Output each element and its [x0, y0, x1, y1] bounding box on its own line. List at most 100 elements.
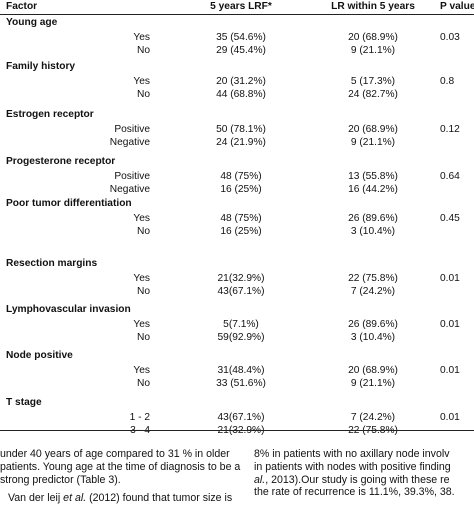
row-label: Yes: [133, 365, 150, 376]
group-name: T stage: [6, 397, 42, 408]
group-name: Resection margins: [6, 258, 98, 269]
p-value-cell: 0.01: [440, 365, 460, 376]
text-line: 8% in patients with no axillary node inv…: [254, 448, 450, 460]
bottom-rule: [0, 430, 474, 431]
row-label: Yes: [133, 32, 150, 43]
row-label: 3– 4: [130, 425, 150, 436]
lr-cell: 20 (68.9%): [348, 32, 398, 43]
row-label: Yes: [133, 76, 150, 87]
table-row: Negative 16 (25%) 16 (44.2%): [0, 183, 474, 197]
lr-cell: 20 (68.9%): [348, 124, 398, 135]
row-label: Negative: [109, 184, 150, 195]
text-line: patients. Young age at the time of diagn…: [0, 460, 241, 473]
lrf-cell: 21(32.9%): [217, 425, 265, 436]
p-value-cell: 0.12: [440, 124, 460, 135]
text-run: (2012) found that tumor size is: [86, 492, 233, 505]
table-group-row: T stage: [0, 396, 474, 410]
lrf-cell: 29 (45.4%): [216, 45, 266, 56]
body-text-right: 8% in patients with no axillary node inv…: [254, 448, 455, 499]
table-group-row: Progesterone receptor: [0, 155, 474, 169]
lr-cell: 7 (24.2%): [350, 286, 396, 297]
p-value-cell: 0.01: [440, 273, 460, 284]
p-value-cell: 0.45: [440, 213, 460, 224]
table-row: Yes 20 (31.2%) 5 (17.3%) 0.8: [0, 75, 474, 89]
lr-cell: 16 (44.2%): [348, 184, 398, 195]
row-label: Yes: [133, 213, 150, 224]
text-line: under 40 years of age compared to 31 % i…: [0, 448, 230, 460]
header-rule: [0, 14, 474, 15]
row-label: 1 - 2: [129, 412, 150, 423]
lrf-cell: 16 (25%): [220, 184, 262, 195]
text-run-italic: et al.: [63, 492, 87, 505]
group-name: Poor tumor differentiation: [6, 198, 132, 209]
header-p-value: P value: [440, 1, 474, 12]
table-row: No 43(67.1%) 7 (24.2%): [0, 285, 474, 299]
lr-cell: 9 (21.1%): [350, 137, 396, 148]
lr-cell: 3 (10.4%): [350, 332, 396, 343]
header-factor: Factor: [6, 1, 38, 12]
lr-cell: 13 (55.8%): [348, 171, 398, 182]
lrf-cell: 20 (31.2%): [216, 76, 266, 87]
lrf-cell: 35 (54.6%): [216, 32, 266, 43]
table-row: Positive 48 (75%) 13 (55.8%) 0.64: [0, 170, 474, 184]
text-line: the rate of recurrence is 11.1%, 39.3%, …: [254, 486, 455, 499]
row-label: Negative: [109, 137, 150, 148]
lrf-cell: 44 (68.8%): [216, 89, 266, 100]
lr-cell: 20 (68.9%): [348, 365, 398, 376]
lr-cell: 3 (10.4%): [350, 226, 396, 237]
table-row: No 44 (68.8%) 24 (82.7%): [0, 88, 474, 102]
row-label: Yes: [133, 319, 150, 330]
table-row: 1 - 2 43(67.1%) 7 (24.2%) 0.01: [0, 411, 474, 425]
lr-cell: 22 (75.8%): [348, 273, 398, 284]
table-row: Negative 24 (21.9%) 9 (21.1%): [0, 136, 474, 150]
row-label: No: [136, 332, 150, 343]
lrf-cell: 24 (21.9%): [216, 137, 266, 148]
body-text-left: under 40 years of age compared to 31 % i…: [0, 448, 240, 505]
table-row: No 33 (51.6%) 9 (21.1%): [0, 377, 474, 391]
row-label: No: [136, 286, 150, 297]
table-group-row: Estrogen receptor: [0, 108, 474, 122]
lrf-cell: 16 (25%): [220, 226, 262, 237]
text-run: Van der leij: [8, 492, 64, 505]
group-name: Estrogen receptor: [6, 109, 94, 120]
text-line: in patients with nodes with positive fin…: [254, 460, 451, 473]
table-group-row: Lymphovascular invasion: [0, 303, 474, 317]
header-lr: LR within 5 years: [331, 1, 415, 12]
table-row: No 29 (45.4%) 9 (21.1%): [0, 44, 474, 58]
table-row: 3– 4 21(32.9%) 22 (75.8%): [0, 424, 474, 438]
row-label: No: [136, 89, 150, 100]
lr-cell: 5 (17.3%): [350, 76, 396, 87]
text-run-italic: al.: [254, 473, 266, 486]
group-name: Family history: [6, 61, 76, 72]
group-name: Progesterone receptor: [6, 156, 116, 167]
table-header-row: Factor 5 years LRF* LR within 5 years P …: [0, 0, 474, 14]
text-run: , 2013).Our study is going with these re: [265, 473, 450, 486]
lr-cell: 24 (82.7%): [348, 89, 398, 100]
group-name: Young age: [6, 17, 58, 28]
table-row: Yes 31(48.4%) 20 (68.9%) 0.01: [0, 364, 474, 378]
group-name: Node positive: [6, 350, 73, 361]
text-line: al., 2013).Our study is going with these…: [254, 474, 455, 487]
p-value-cell: 0.8: [440, 76, 455, 87]
table-row: Positive 50 (78.1%) 20 (68.9%) 0.12: [0, 123, 474, 137]
lrf-cell: 5(7.1%): [223, 319, 259, 330]
p-value-cell: 0.03: [440, 32, 460, 43]
row-label: Yes: [133, 273, 150, 284]
table-row: No 59(92.9%) 3 (10.4%): [0, 331, 474, 345]
row-label: No: [136, 45, 150, 56]
table-row: Yes 21(32.9%) 22 (75.8%) 0.01: [0, 272, 474, 286]
table-group-row: Young age: [0, 16, 474, 30]
table-group-row: Resection margins: [0, 257, 474, 271]
row-label: No: [136, 378, 150, 389]
group-name: Lymphovascular invasion: [6, 304, 131, 315]
header-lrf: 5 years LRF*: [210, 1, 272, 12]
table-row: Yes 48 (75%) 26 (89.6%) 0.45: [0, 212, 474, 226]
row-label: Positive: [114, 171, 150, 182]
lrf-cell: 21(32.9%): [217, 273, 265, 284]
lrf-cell: 50 (78.1%): [216, 124, 266, 135]
row-label: Positive: [114, 124, 150, 135]
table-group-row: Family history: [0, 60, 474, 74]
text-line: Van der leij et al. (2012) found that tu…: [0, 492, 240, 505]
row-label: No: [136, 226, 150, 237]
lr-cell: 26 (89.6%): [348, 213, 398, 224]
